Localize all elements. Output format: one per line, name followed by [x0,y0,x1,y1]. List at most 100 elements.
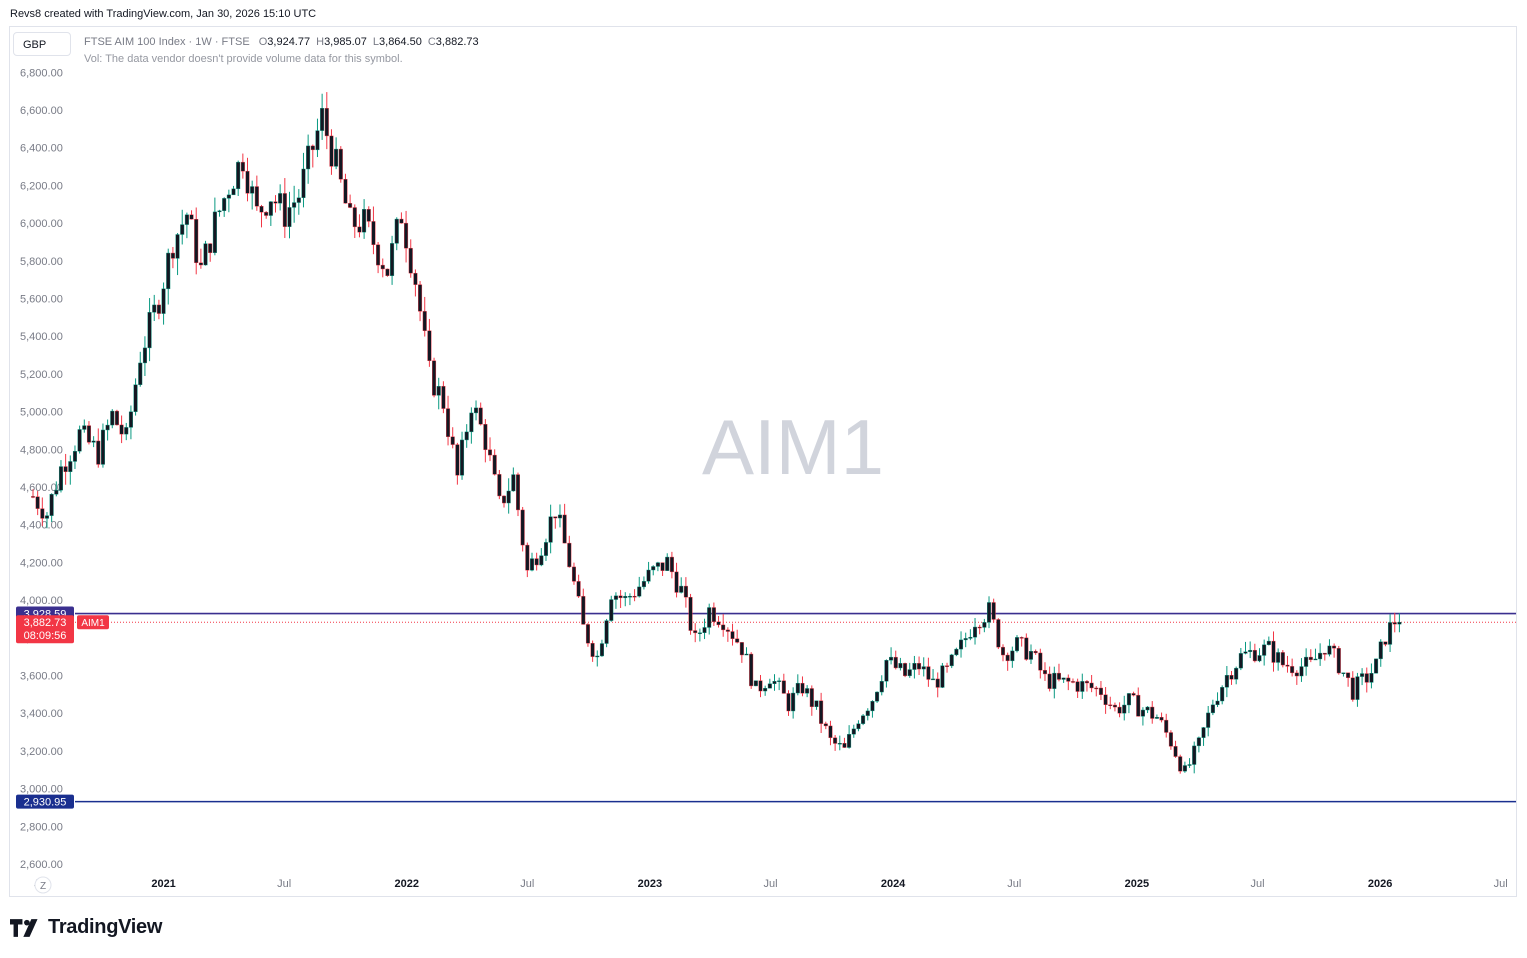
x-tick-label: Jul [763,878,777,890]
y-tick-label: 4,800.00 [20,444,63,456]
candle-body [1215,700,1220,706]
candle-body [1098,687,1103,695]
candle-body [884,660,889,682]
candle-body [1346,672,1351,679]
candle-body [72,451,77,462]
x-tick-label: Jul [1494,878,1508,890]
candle-body [669,556,674,573]
candle-body [469,412,474,433]
candle-body [189,214,194,220]
candle-body [730,631,735,639]
candle-body [1178,756,1183,772]
candle-body [1014,637,1019,652]
candle-body [1112,704,1117,708]
candle-body [455,444,460,476]
y-tick-label: 6,600.00 [20,105,63,117]
candle-body [380,264,385,270]
candle-body [1173,746,1178,757]
candle-body [977,626,982,629]
candle-body [1341,672,1346,674]
candle-body [1089,682,1094,689]
candle-body [124,427,129,435]
candle-body [250,186,255,194]
candle-body [306,145,311,170]
lower-line-price-tag [16,794,74,809]
candle-body [963,638,968,641]
candle-body [292,202,297,208]
candle-body [1024,637,1029,660]
candle-body [898,663,903,669]
candle-body [329,135,334,167]
y-tick-label: 4,200.00 [20,557,63,569]
candle-body [735,638,740,643]
candle-body [1042,670,1047,675]
candle-body [800,682,805,694]
candle-body [935,678,940,688]
candle-body [1159,717,1164,721]
y-tick-label: 3,000.00 [20,784,63,796]
candle-body [781,680,786,694]
candle-body [399,218,404,224]
y-tick-label: 5,200.00 [20,369,63,381]
candle-body [371,221,376,245]
candle-body [912,663,917,670]
candle-body [534,558,539,566]
candle-body [1182,765,1187,772]
candle-body [450,436,455,445]
currency-selector[interactable]: GBP [13,32,71,56]
candle-body [791,692,796,712]
candle-body [1084,681,1089,684]
candle-body [1168,732,1173,747]
candle-body [1052,672,1057,689]
y-tick-label: 4,400.00 [20,520,63,532]
candle-body [446,408,451,437]
candle-body [334,148,339,167]
candle-body [511,474,516,492]
candle-body [1154,717,1159,719]
symbol-tag-bg [77,615,109,630]
y-tick-label: 6,200.00 [20,180,63,192]
candle-body [1010,650,1015,662]
x-tick-label: Jul [277,878,291,890]
candle-body [404,222,409,249]
zoom-button[interactable] [34,876,52,894]
candle-body [1140,709,1145,717]
candle-body [44,515,49,519]
tradingview-logo[interactable]: TradingView [10,916,162,939]
candle-body [604,620,609,644]
candle-body [180,224,185,235]
candle-body [1005,654,1010,662]
candle-body [581,596,586,625]
candle-body [105,424,110,431]
candle-body [264,212,269,216]
candle-body [212,211,217,254]
candle-body [921,666,926,670]
candle-body [609,599,614,621]
candle-body [618,595,623,599]
candle-body [557,514,562,519]
candle-body [1094,687,1099,690]
candle-body [879,681,884,693]
y-tick-label: 5,600.00 [20,294,63,306]
symbol-title[interactable]: FTSE AIM 100 Index · 1W · FTSE [84,36,250,48]
candle-body [35,496,40,509]
candle-body [567,542,572,568]
last-price-tag [16,615,74,644]
candle-body [632,595,637,598]
candle-body [940,665,945,688]
candle-body [1318,652,1323,660]
candle-body [627,595,632,598]
candle-body [973,626,978,638]
candle-body [926,666,931,680]
candle-body [413,272,418,285]
candle-body [1126,693,1131,706]
bar-countdown: 08:09:56 [24,630,67,642]
candle-body [991,602,996,620]
y-tick-label: 3,200.00 [20,746,63,758]
candle-body [1145,706,1150,711]
candle-body [1103,694,1108,705]
y-tick-label: 4,000.00 [20,595,63,607]
candle-body [1220,687,1225,702]
candle-body [809,688,814,707]
